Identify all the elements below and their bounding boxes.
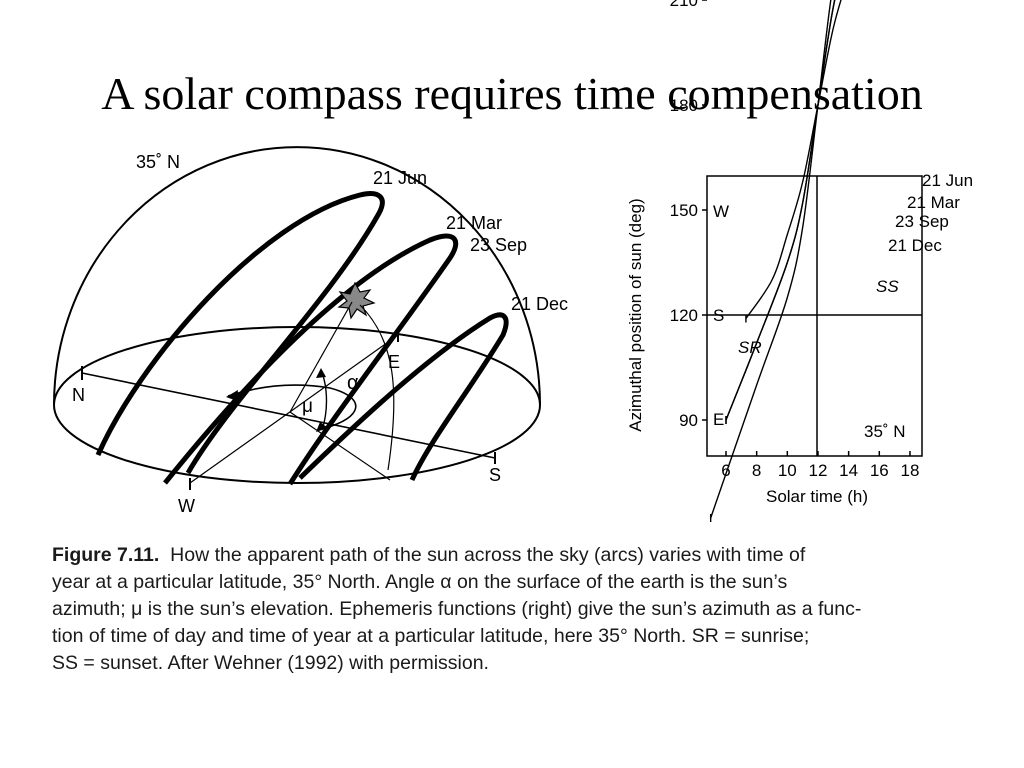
hemisphere-latitude-label: 35˚ N [136, 152, 180, 172]
caption-line: year at a particular latitude, 35° North… [52, 571, 788, 593]
caption-text: How the apparent path of the sun across … [170, 544, 806, 566]
arc-21-mar [163, 233, 459, 486]
mu-label: μ [302, 396, 313, 417]
x-tick-label: 8 [752, 461, 761, 480]
x-tick-label: 10 [778, 461, 797, 480]
series-line-23-sep [725, 0, 836, 421]
dome-outline [53, 146, 541, 406]
n-s-line [81, 372, 496, 459]
arc-21-dec [298, 312, 509, 482]
series-line-21-mar [725, 0, 836, 421]
arc-label-21-dec: 21 Dec [511, 294, 568, 314]
series-label-21-mar: 21 Mar [907, 193, 960, 212]
x-tick-label: 14 [839, 461, 858, 480]
axis-letter-w: W [713, 202, 729, 221]
series-label-21-jun: 21 Jun [922, 171, 973, 190]
region-label-sr: SR [738, 338, 762, 357]
caption-line: Figure 7.11. How the apparent path of th… [52, 542, 992, 569]
y-tick-label: 90 [679, 411, 698, 430]
y-tick-label: 210 [670, 0, 698, 10]
chart-latitude-label: 35˚ N [864, 422, 906, 441]
sun-to-center [289, 301, 353, 413]
mu-arrow-up [316, 368, 326, 378]
region-label-ss: SS [876, 277, 899, 296]
slide-title: A solar compass requires time compensati… [101, 68, 923, 119]
direction-n: N [72, 385, 85, 405]
figure-label: Figure 7.11. [52, 544, 160, 566]
series-label-23-sep: 23 Sep [895, 212, 949, 231]
caption-line: SS = sunset. After Wehner (1992) with pe… [52, 652, 489, 674]
direction-e: E [388, 352, 400, 372]
axis-letter-e: E [713, 410, 724, 429]
series-line-21-dec [745, 0, 842, 319]
center-to-s [289, 411, 391, 481]
alpha-arrow-right [316, 422, 328, 432]
y-tick-label: 120 [670, 306, 698, 325]
chart-ylabel: Azimuthal position of sun (deg) [626, 198, 645, 431]
alpha-label: α [347, 372, 359, 394]
y-tick-label: 150 [670, 201, 698, 220]
alpha-arc [227, 384, 357, 429]
arc-label-23-sep: 23 Sep [470, 235, 527, 255]
caption-line: azimuth; μ is the sun’s elevation. Ephem… [52, 598, 862, 620]
x-tick-label: 18 [900, 461, 919, 480]
x-tick-label: 12 [809, 461, 828, 480]
sun-icon [337, 281, 376, 320]
series-label-21-dec: 21 Dec [888, 236, 942, 255]
caption-line: tion of time of day and time of year at … [52, 625, 810, 647]
figure-caption: Figure 7.11. How the apparent path of th… [52, 542, 992, 677]
y-tick-label: 180 [670, 96, 698, 115]
chart-xlabel: Solar time (h) [766, 487, 868, 506]
x-tick-label: 6 [721, 461, 730, 480]
direction-w: W [178, 496, 195, 516]
arc-label-21-mar: 21 Mar [446, 213, 502, 233]
direction-s: S [489, 465, 501, 485]
w-e-line [189, 334, 399, 484]
sun-elevation-arc [359, 304, 395, 471]
chart-frame [706, 175, 923, 457]
axis-letter-s: S [713, 306, 724, 325]
arc-label-21-jun: 21 Jun [373, 168, 427, 188]
x-tick-label: 16 [870, 461, 889, 480]
alpha-arrow-left [226, 390, 238, 401]
